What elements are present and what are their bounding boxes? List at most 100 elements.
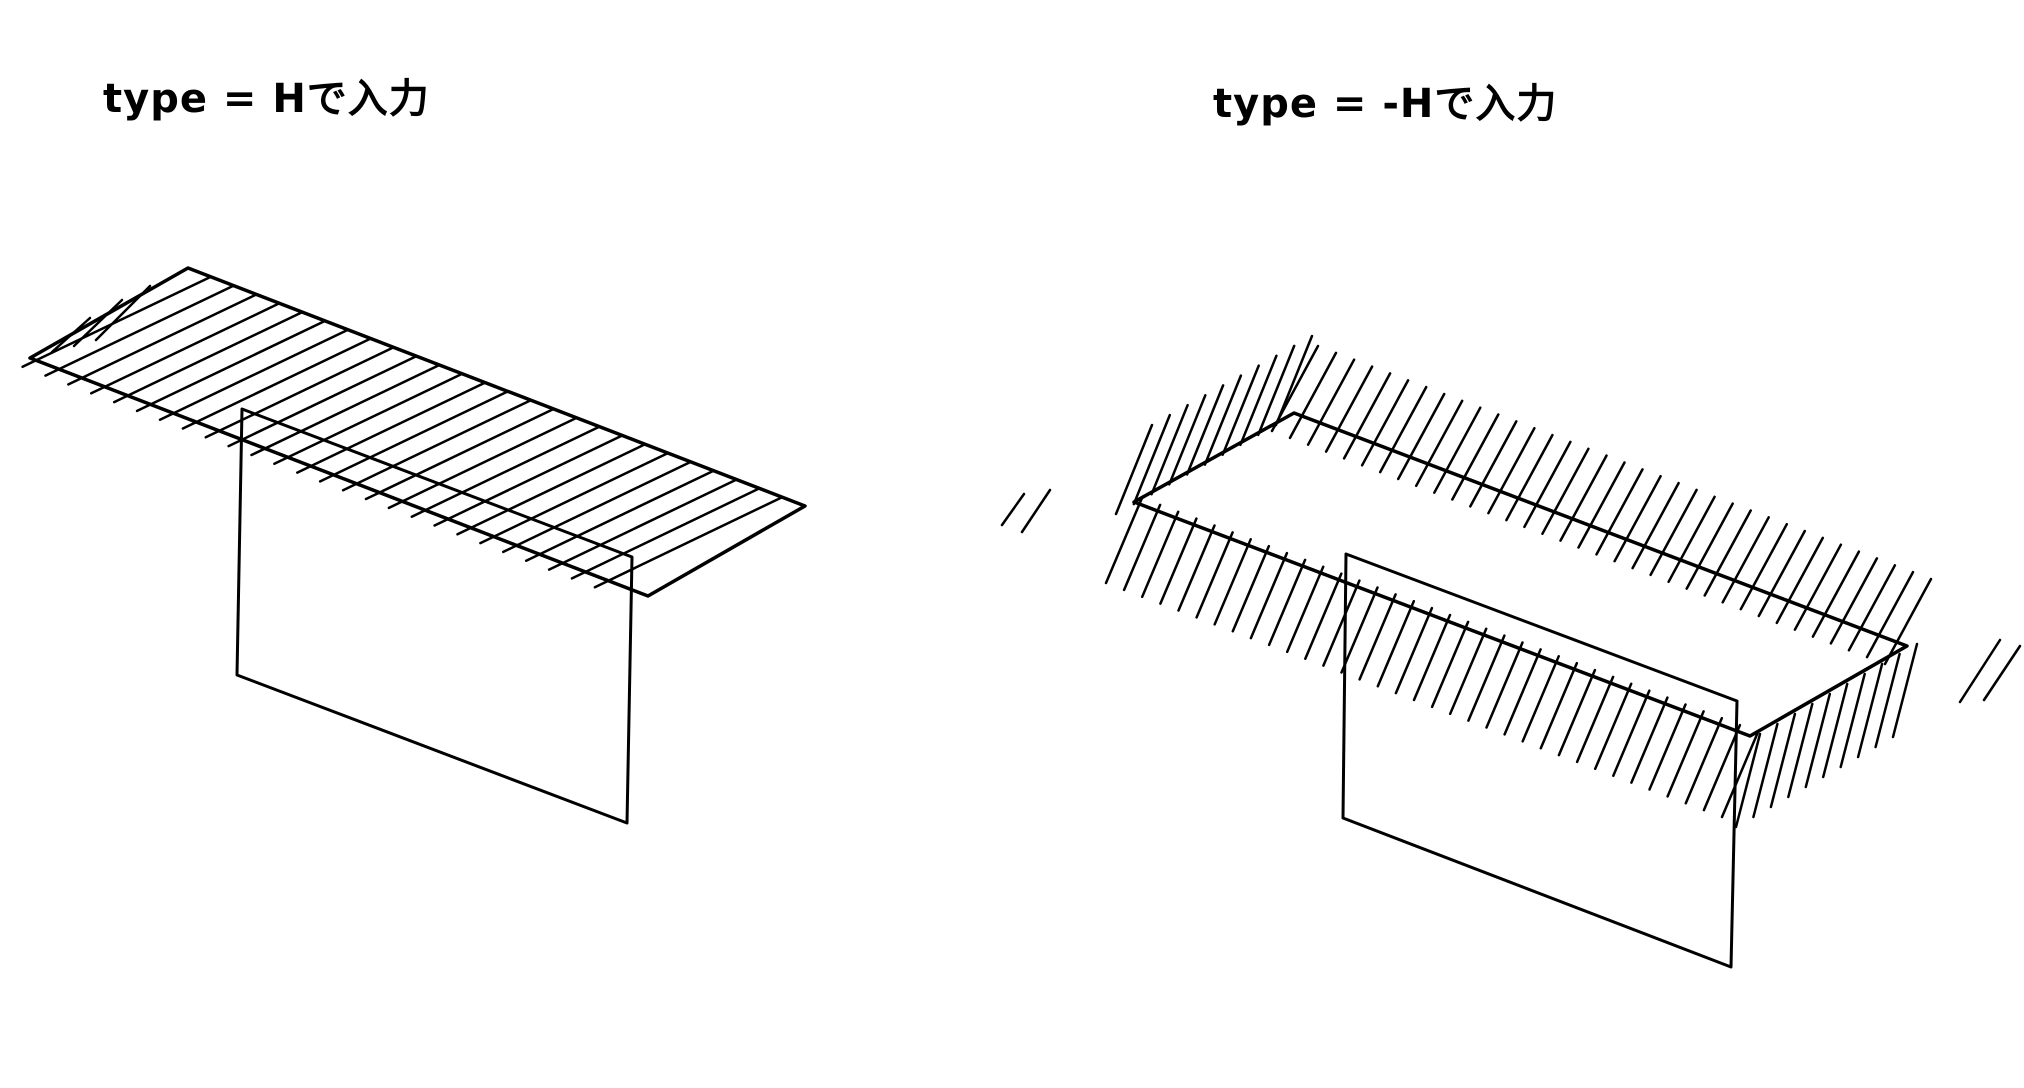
hatch-line — [1811, 550, 1861, 638]
hatch-line — [1231, 544, 1271, 633]
hatch-line — [1414, 399, 1464, 488]
hatch-line — [1702, 723, 1742, 812]
hatch-line — [1467, 634, 1506, 722]
hatch-line — [1505, 433, 1554, 522]
hatch-line — [1734, 732, 1762, 829]
hatch-line — [1122, 503, 1162, 592]
hatch-line — [1559, 454, 1608, 542]
hatch-line — [1168, 394, 1207, 486]
hatch-line — [204, 346, 395, 439]
hatch-line — [1821, 682, 1849, 779]
hatch-line — [1721, 516, 1770, 604]
hatch-line — [1521, 655, 1560, 743]
hatch-line — [1396, 392, 1446, 481]
hatch-line — [1376, 599, 1416, 688]
right-top-plane — [1132, 411, 1909, 738]
hatch-line — [67, 293, 258, 386]
hatch-line — [1020, 488, 1052, 534]
hatch-line — [1557, 668, 1597, 757]
hatch-line — [1793, 543, 1843, 631]
hatch-line — [570, 487, 761, 580]
hatch-line — [1720, 730, 1760, 819]
hatch-line — [1539, 661, 1579, 750]
hatch-line — [1503, 648, 1542, 736]
hatch-line — [1360, 379, 1410, 467]
hatch-line — [1487, 426, 1536, 515]
hatch-line — [1132, 413, 1172, 506]
hatch-line — [158, 328, 350, 421]
hatch-line — [1883, 577, 1933, 666]
hatch-line — [1267, 558, 1307, 647]
hatch-line — [341, 398, 533, 492]
hatch-line — [1891, 642, 1919, 739]
hatch-line — [1739, 522, 1789, 611]
hatch-line — [1304, 572, 1343, 660]
hatch-line — [479, 451, 670, 545]
hatch-line — [1451, 413, 1500, 501]
hatch-line — [1865, 570, 1915, 659]
hatch-line — [1285, 565, 1325, 654]
hatch-line — [1322, 579, 1361, 667]
caption-type-h: type = Hで入力 — [103, 76, 430, 122]
hatch-line — [1685, 502, 1734, 590]
hatch-line — [1485, 641, 1524, 729]
hatch-line — [1757, 529, 1807, 618]
hatch-line — [296, 381, 487, 474]
hatch-line — [1804, 692, 1832, 789]
hatch-line — [410, 425, 601, 518]
hatch-line — [1412, 613, 1452, 702]
hatch-line — [1177, 524, 1216, 612]
hatch-line — [1612, 689, 1651, 777]
hatch-line — [1593, 682, 1633, 771]
hatch-line — [1648, 703, 1687, 791]
panel-type-minus-h — [1000, 334, 2022, 969]
hatch-line — [1649, 488, 1698, 577]
hatch-line — [1575, 675, 1615, 764]
hatch-line — [135, 319, 327, 413]
right-vertical-plane — [1341, 552, 1739, 969]
hatch-line — [1150, 403, 1189, 496]
panel-type-h — [21, 266, 807, 825]
hatch-line — [1703, 509, 1752, 597]
hatch-line — [1433, 406, 1482, 494]
hatch-line — [1874, 652, 1901, 749]
hatch-line — [273, 372, 464, 466]
hatch-line — [1221, 364, 1260, 456]
hatch-line — [1448, 627, 1488, 716]
hatch-line — [387, 416, 578, 510]
hatch-line — [1288, 351, 1338, 440]
hatch-line — [1631, 481, 1680, 570]
hatch-line — [1769, 712, 1797, 809]
hatch-line — [250, 363, 441, 457]
hatch-line — [1958, 638, 2002, 704]
hatch-line — [1104, 496, 1144, 585]
hatch-line — [1114, 423, 1154, 516]
hatch-line — [72, 298, 124, 348]
hatch-line — [547, 478, 738, 571]
hatch-line — [112, 310, 304, 404]
hatch-line — [524, 469, 715, 562]
hatch-line — [1787, 702, 1814, 799]
hatch-line — [1140, 510, 1180, 599]
caption-type-minus-h: type = -Hで入力 — [1213, 81, 1558, 127]
hatch-line — [1213, 538, 1252, 626]
hatch-line — [1256, 344, 1296, 437]
hatch-line — [1595, 468, 1644, 556]
hatch-line — [181, 337, 373, 430]
hatch-line — [1249, 551, 1289, 640]
hatch-line — [227, 354, 418, 448]
hatch-line — [1666, 710, 1705, 798]
hatch-line — [1684, 716, 1724, 805]
hatch-line — [364, 407, 555, 501]
hatch-line — [1203, 374, 1243, 466]
hatch-line — [1342, 372, 1392, 460]
hatch-line — [1195, 531, 1234, 619]
hatch-line — [90, 302, 281, 395]
hatch-line — [1394, 606, 1434, 695]
hatch-line — [502, 460, 692, 554]
hatch-line — [1667, 495, 1716, 584]
hatch-line — [456, 443, 647, 536]
hatch-line — [593, 495, 784, 589]
hatch-line — [1982, 644, 2022, 702]
